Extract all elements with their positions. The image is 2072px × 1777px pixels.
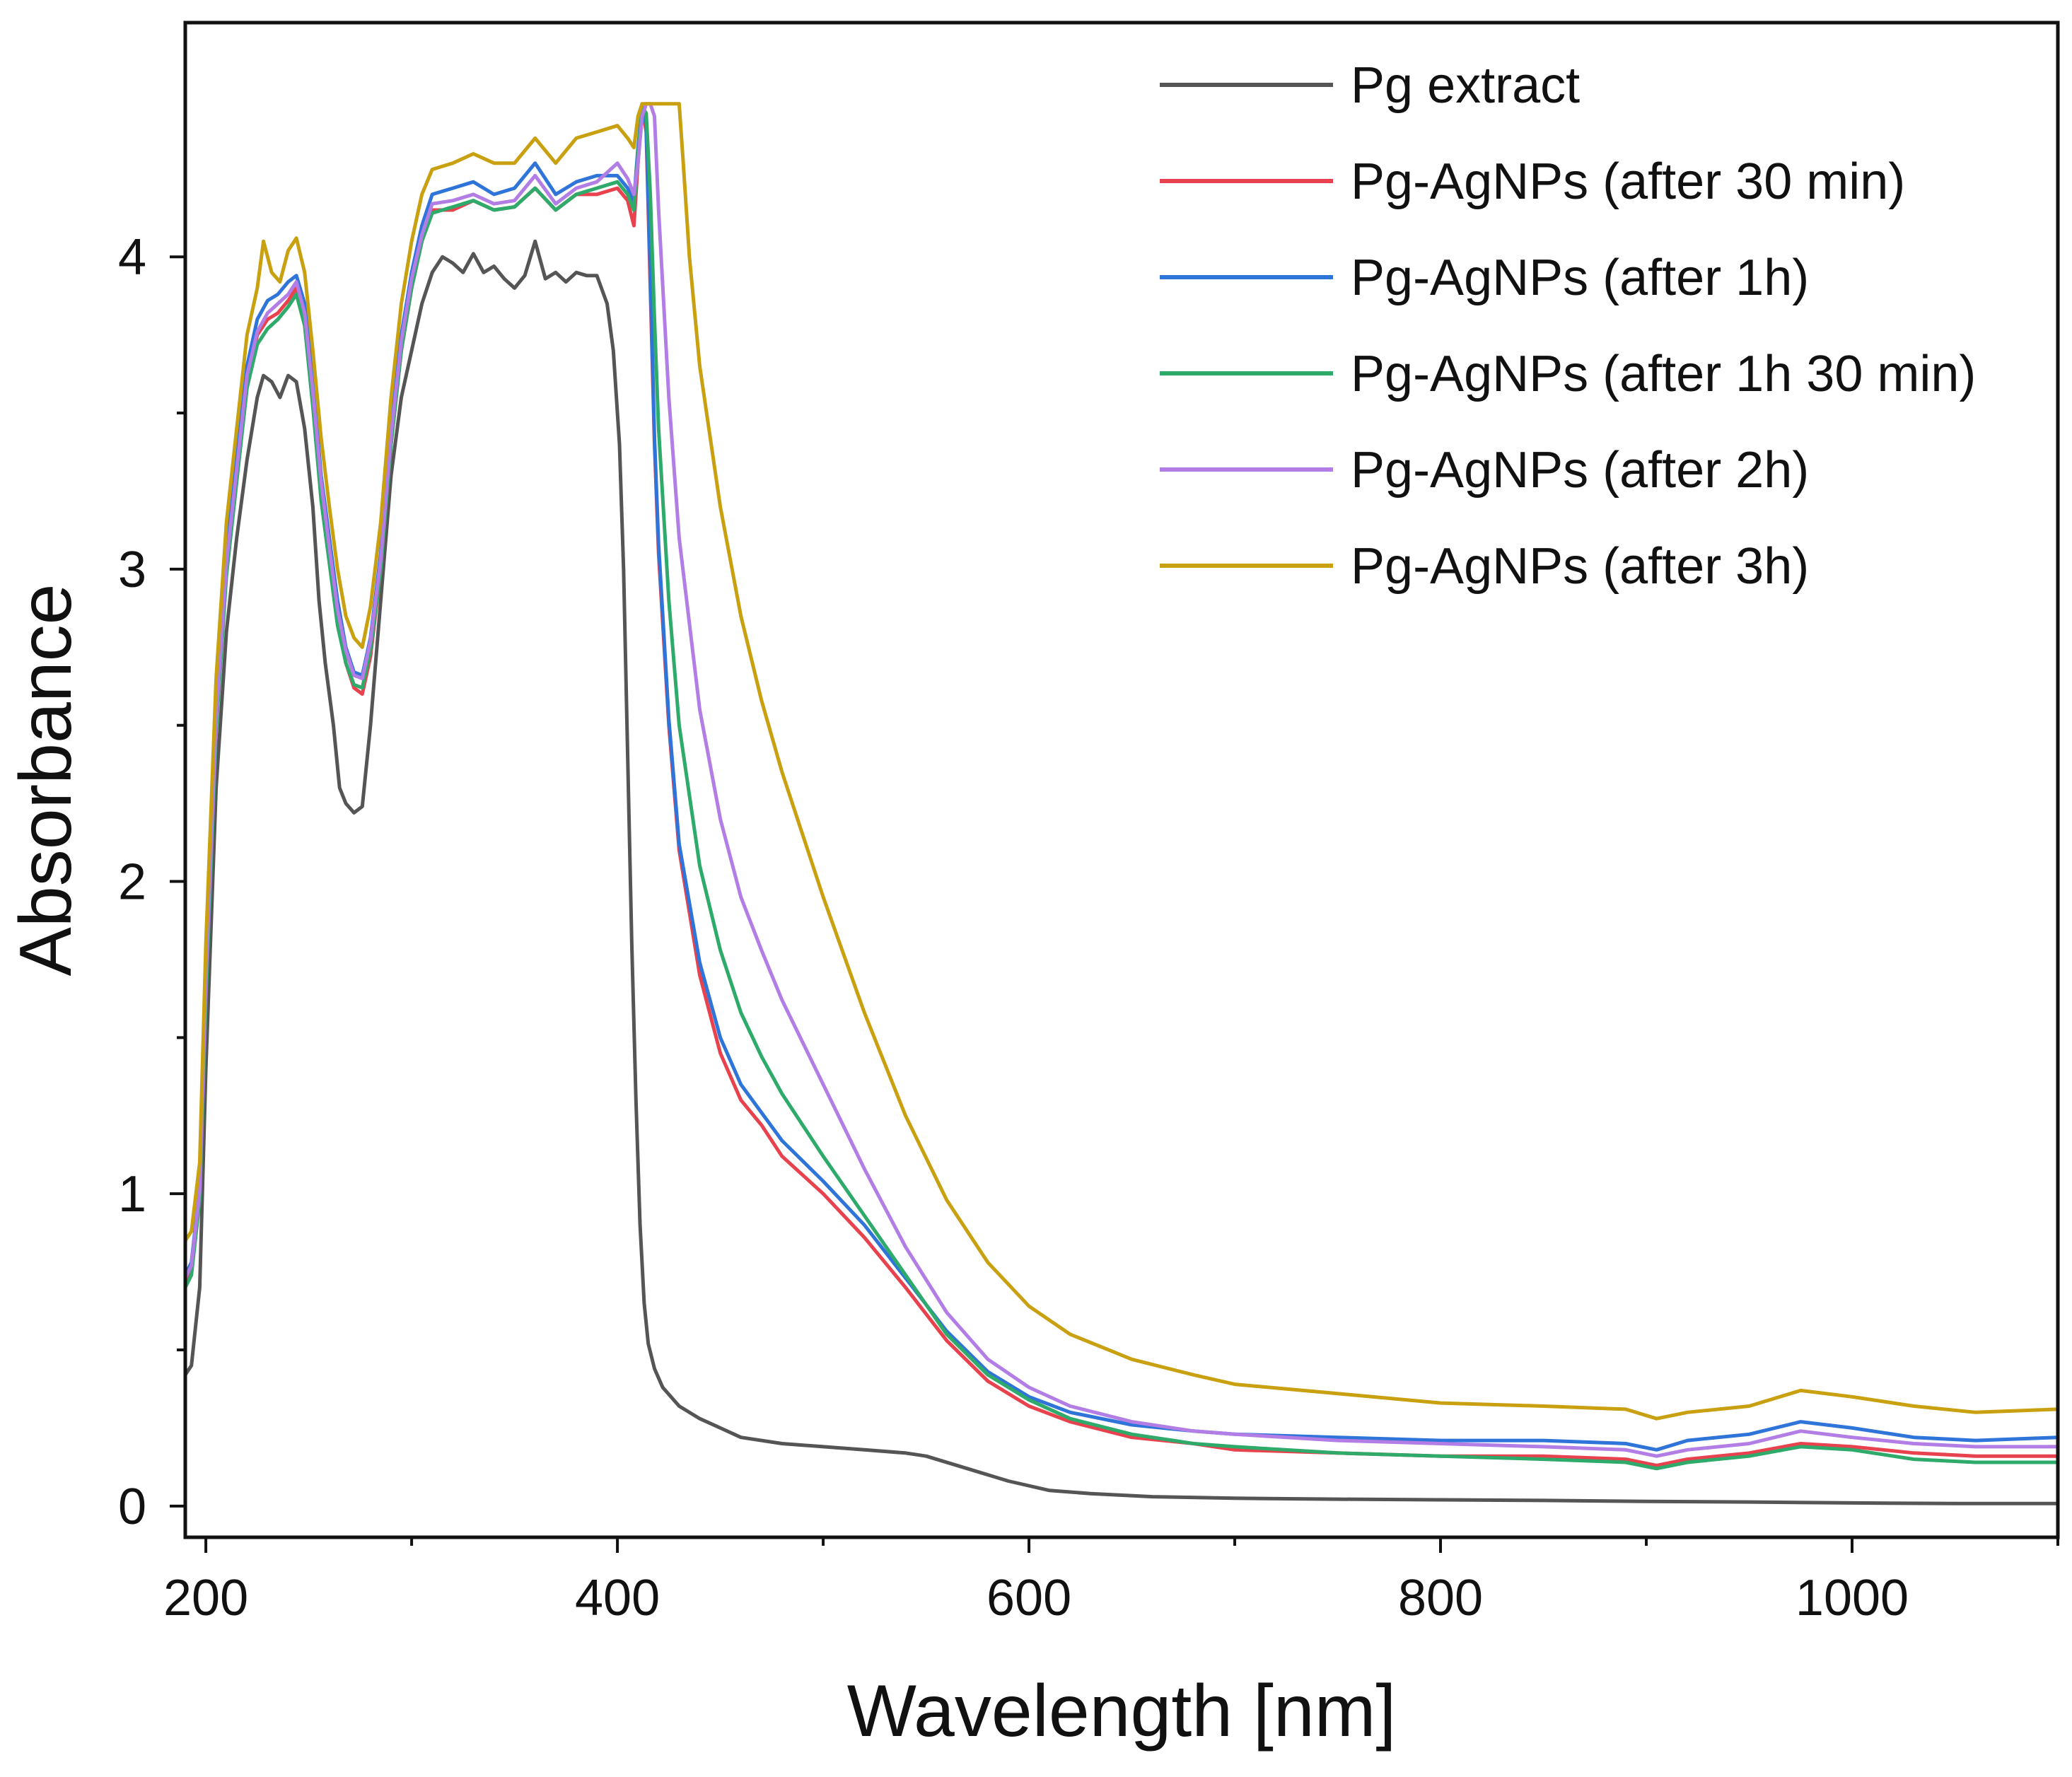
x-tick-label: 600: [986, 1570, 1071, 1626]
legend-label: Pg-AgNPs (after 30 min): [1351, 153, 1905, 210]
y-tick-label: 3: [118, 542, 146, 598]
series-line-5: [183, 102, 2060, 1421]
series-line-2: [183, 105, 2060, 1452]
legend-label: Pg-AgNPs (after 2h): [1351, 442, 1809, 499]
series-line-0: [183, 239, 2060, 1505]
y-tick-label: 2: [118, 854, 146, 911]
y-axis-title: Absorbance: [5, 583, 87, 976]
x-tick-label: 400: [575, 1570, 660, 1626]
legend-label: Pg extract: [1351, 57, 1580, 114]
series-line-3: [183, 105, 2060, 1471]
y-tick-label: 0: [118, 1479, 146, 1535]
axes-layer: 200 400 600 800 1000 0 1 2 3 4: [118, 229, 2059, 1626]
legend-label: Pg-AgNPs (after 1h 30 min): [1351, 346, 1976, 402]
legend: Pg extract Pg-AgNPs (after 30 min) Pg-AgNP…: [1160, 57, 1976, 595]
y-tick-label: 4: [118, 229, 146, 286]
legend-label: Pg-AgNPs (after 3h): [1351, 538, 1809, 595]
x-tick-label: 1000: [1795, 1570, 1909, 1626]
x-tick-label: 800: [1398, 1570, 1483, 1626]
series-line-1: [183, 105, 2060, 1467]
series-layer: [183, 102, 2060, 1505]
plot-frame: [183, 21, 2060, 1539]
series-line-4: [183, 102, 2060, 1458]
x-tick-label: 200: [163, 1570, 248, 1626]
y-tick-label: 1: [118, 1166, 146, 1223]
legend-label: Pg-AgNPs (after 1h): [1351, 250, 1809, 306]
x-axis-title: Wavelength [nm]: [847, 1670, 1397, 1752]
